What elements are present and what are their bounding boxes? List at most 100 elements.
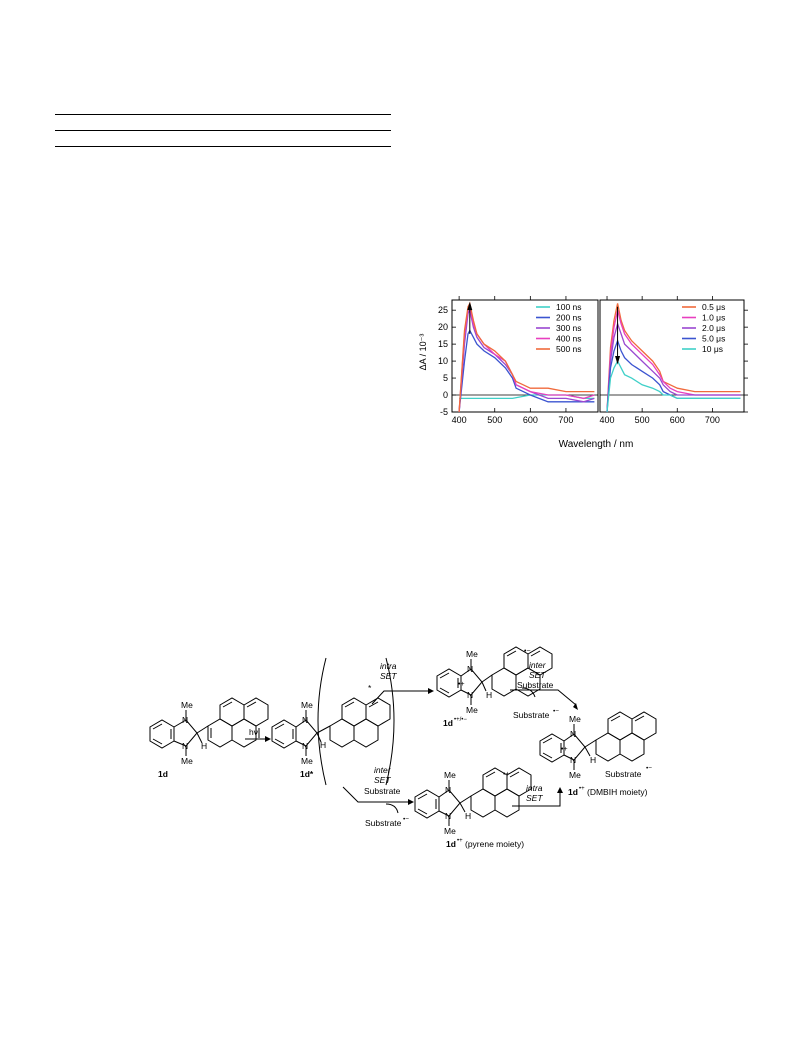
compound-label-1d-pyrene: 1d [446,839,456,849]
me-label: Me [466,649,478,659]
x-tick-label: 700 [558,415,573,425]
set-label: SET [380,671,397,681]
n-label: N [467,664,473,674]
legend-label: 0.5 μs [702,302,725,312]
compound-label-superscript: •+ [579,786,585,792]
y-tick-label: 25 [438,305,448,315]
series-line-0-5-s [606,303,741,413]
arrow-inter-top [510,689,577,706]
compound-label-tail: (pyrene moiety) [465,839,524,849]
substrate-label: Substrate [517,680,554,690]
legend-label: 1.0 μs [702,313,725,323]
intra-label: intra [380,661,397,671]
excited-star: * [368,683,372,693]
x-tick-label: 500 [635,415,650,425]
structure-pyrene-cation [414,767,532,826]
radical-anion-mark: •− [553,708,559,715]
me-label: Me [466,705,478,715]
n-label: N [445,785,451,795]
y-tick-label: 0 [443,390,448,400]
growth-arrowhead [467,301,473,311]
arrow-substrate-top [521,687,536,698]
structure-1d-star [271,657,395,786]
set-label: SET [526,793,543,803]
legend-label: 400 ns [556,334,582,344]
x-tick-label: 600 [523,415,538,425]
y-tick-label: -5 [440,407,448,417]
arrowheads [265,688,578,805]
substrate-label: Substrate [365,818,402,828]
x-tick-label: 600 [670,415,685,425]
compound-label-1d-dmbih: 1d [568,787,578,797]
plot-frame [451,299,599,413]
structure-1d [149,697,269,756]
substrate-label: Substrate [605,769,642,779]
h-label: H [486,690,492,700]
me-label: Me [181,700,193,710]
anion-radical-mark: •− [524,648,531,655]
legend-label: 5.0 μs [702,334,725,344]
left-bracket [317,657,327,786]
me-label: Me [444,826,456,836]
plot-frame [599,299,745,413]
right-bracket [385,657,395,786]
substrate-label: Substrate [513,710,550,720]
compound-label-1d: 1d [158,769,168,779]
h-label: H [320,740,326,750]
h-label: H [201,741,207,751]
series-line-10-s [606,359,741,413]
set-label: SET [374,775,391,785]
x-tick-label: 400 [452,415,467,425]
table-mid-rule [55,130,391,131]
series-line-2-0-s [606,321,741,413]
pyrene-ring-a [207,718,233,748]
legend-label: 200 ns [556,313,582,323]
n-label: N [570,729,576,739]
series-line-300-ns [458,308,595,413]
y-axis-label: ΔA / 10⁻³ [418,334,428,371]
substrate-label: Substrate [364,786,401,796]
compound-label-superscript: •+/•− [454,717,467,723]
cation-radical-mark: •+ [561,746,568,753]
cation-radical-mark: •+ [458,681,465,688]
compound-label-superscript: •+ [457,838,463,844]
legend-label: 2.0 μs [702,323,725,333]
n-label: N [467,690,473,700]
me-label: Me [301,700,313,710]
y-tick-label: 5 [443,373,448,383]
compound-label-1d-radical-pair: 1d [443,718,453,728]
x-tick-label: 400 [600,415,615,425]
n-label: N [182,715,188,725]
legend-label: 100 ns [556,302,582,312]
hv-label: hν [249,727,258,737]
reaction-scheme: Me N N Me H Me N N Me H * Me N •+ N Me H… [149,646,657,849]
me-label: Me [181,756,193,766]
n-label: N [445,811,451,821]
decay-arrowhead [615,356,621,365]
legend-label: 10 μs [702,344,723,354]
y-tick-label: 15 [438,339,448,349]
y-tick-label: 10 [438,356,448,366]
me-label: Me [444,770,456,780]
series-line-200-ns [458,329,595,413]
arrow-inter-bottom [342,786,408,803]
compound-label-tail: (DMBIH moiety) [587,787,648,797]
x-axis-label: Wavelength / nm [559,439,634,450]
h-label: H [465,811,471,821]
cation-radical-mark: •+ [503,771,510,778]
compound-label-1d-star: 1d* [300,769,314,779]
arrow-intra-top [371,690,428,705]
n-label: N [570,755,576,765]
inter-label: inter [529,660,547,670]
radical-anion-mark: •− [403,816,409,823]
set-label: SET [529,670,546,680]
y-tick-label: 20 [438,322,448,332]
table-bottom-rule [55,146,391,147]
legend-label: 300 ns [556,323,582,333]
h-label: H [590,755,596,765]
me-label: Me [569,714,581,724]
pyrene-ring-d [243,697,269,727]
n-label: N [302,715,308,725]
table-top-rule [55,114,391,115]
